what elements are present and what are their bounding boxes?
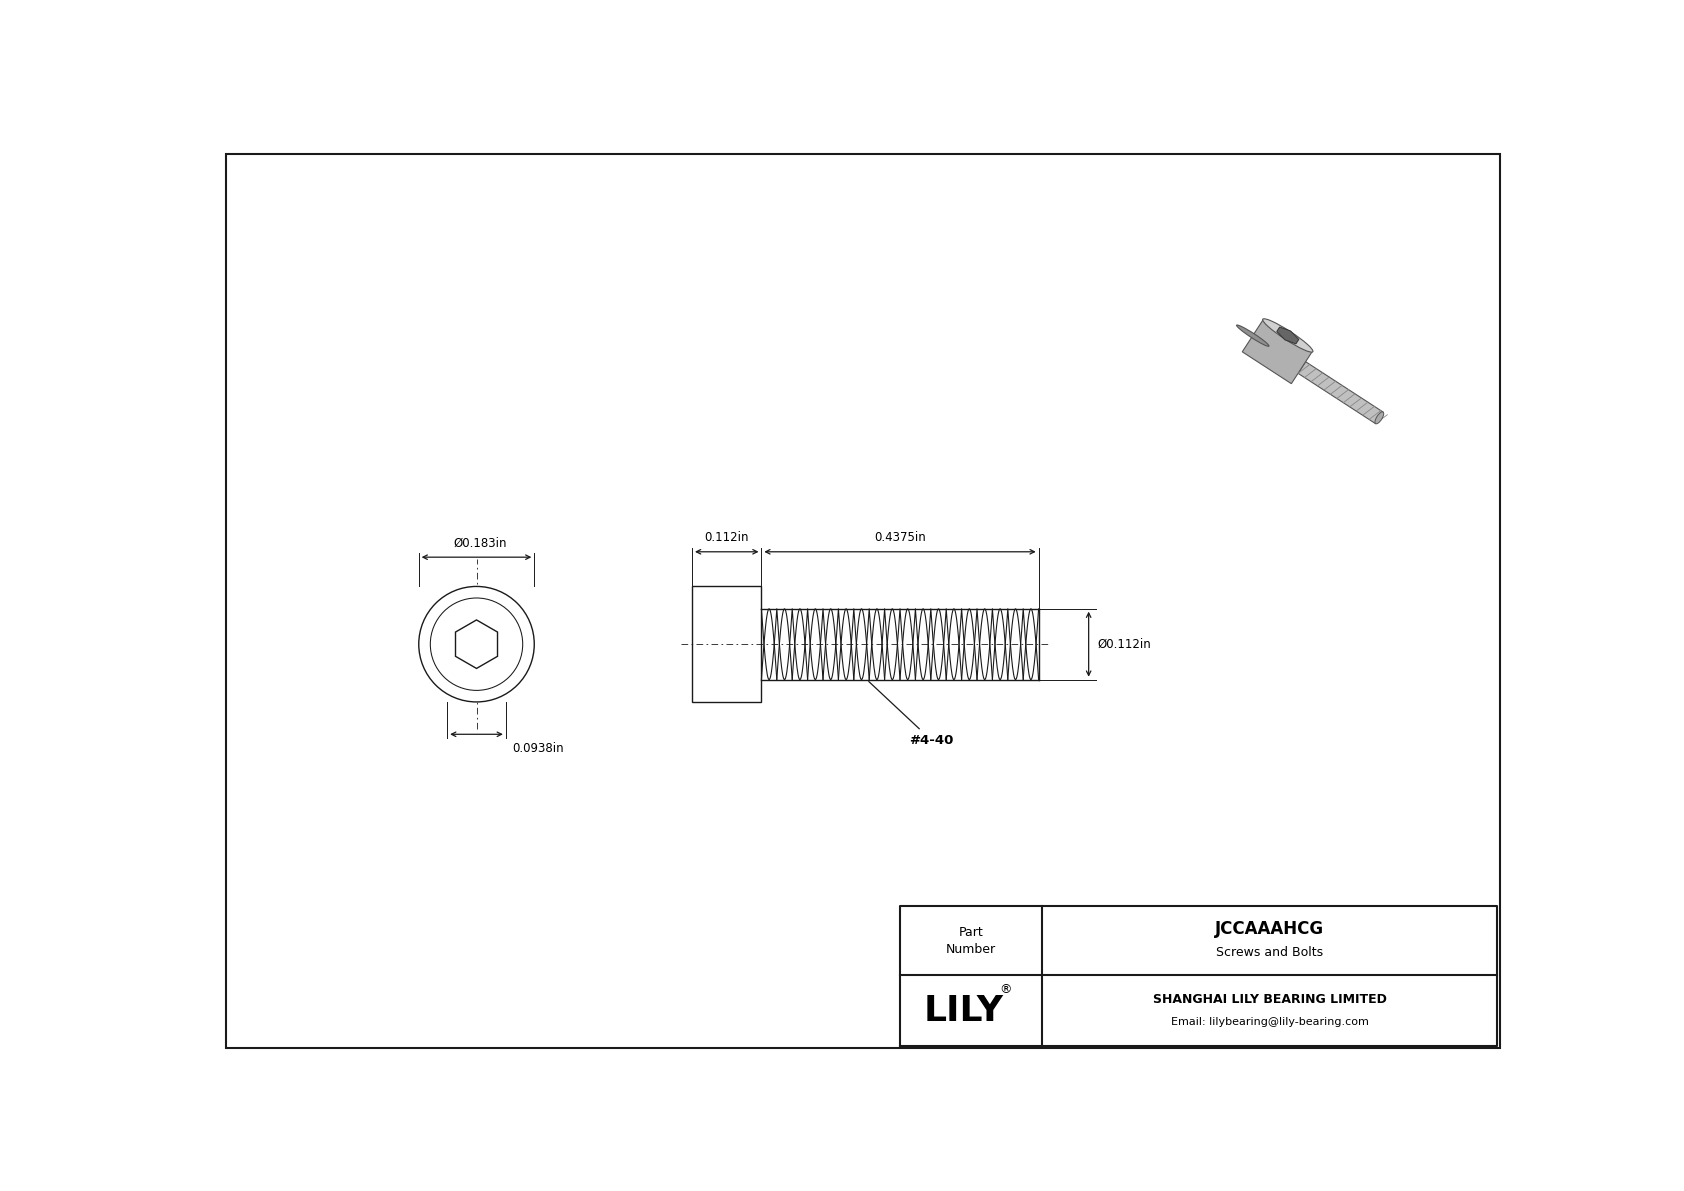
Bar bbox=[692, 586, 761, 701]
Text: 0.4375in: 0.4375in bbox=[874, 531, 926, 544]
Text: 0.112in: 0.112in bbox=[704, 531, 749, 544]
Text: #4-40: #4-40 bbox=[869, 681, 953, 747]
Text: Part: Part bbox=[958, 927, 983, 940]
Ellipse shape bbox=[1236, 325, 1270, 347]
Text: Email: lilybearing@lily-bearing.com: Email: lilybearing@lily-bearing.com bbox=[1170, 1017, 1369, 1028]
Circle shape bbox=[419, 586, 534, 701]
Polygon shape bbox=[1298, 362, 1383, 424]
Text: JCCAAAHCG: JCCAAAHCG bbox=[1216, 921, 1324, 939]
Polygon shape bbox=[1243, 319, 1312, 384]
Text: ®: ® bbox=[999, 983, 1012, 996]
Polygon shape bbox=[455, 621, 497, 668]
Text: Ø0.112in: Ø0.112in bbox=[1098, 637, 1152, 650]
Text: Ø0.183in: Ø0.183in bbox=[453, 536, 507, 549]
Text: Number: Number bbox=[946, 943, 997, 956]
Text: SHANGHAI LILY BEARING LIMITED: SHANGHAI LILY BEARING LIMITED bbox=[1152, 992, 1386, 1005]
Ellipse shape bbox=[1263, 319, 1314, 353]
Text: 0.0938in: 0.0938in bbox=[512, 742, 564, 755]
Text: LILY: LILY bbox=[923, 993, 1004, 1028]
Polygon shape bbox=[1276, 328, 1298, 344]
Ellipse shape bbox=[1374, 412, 1384, 424]
Text: Screws and Bolts: Screws and Bolts bbox=[1216, 946, 1324, 959]
